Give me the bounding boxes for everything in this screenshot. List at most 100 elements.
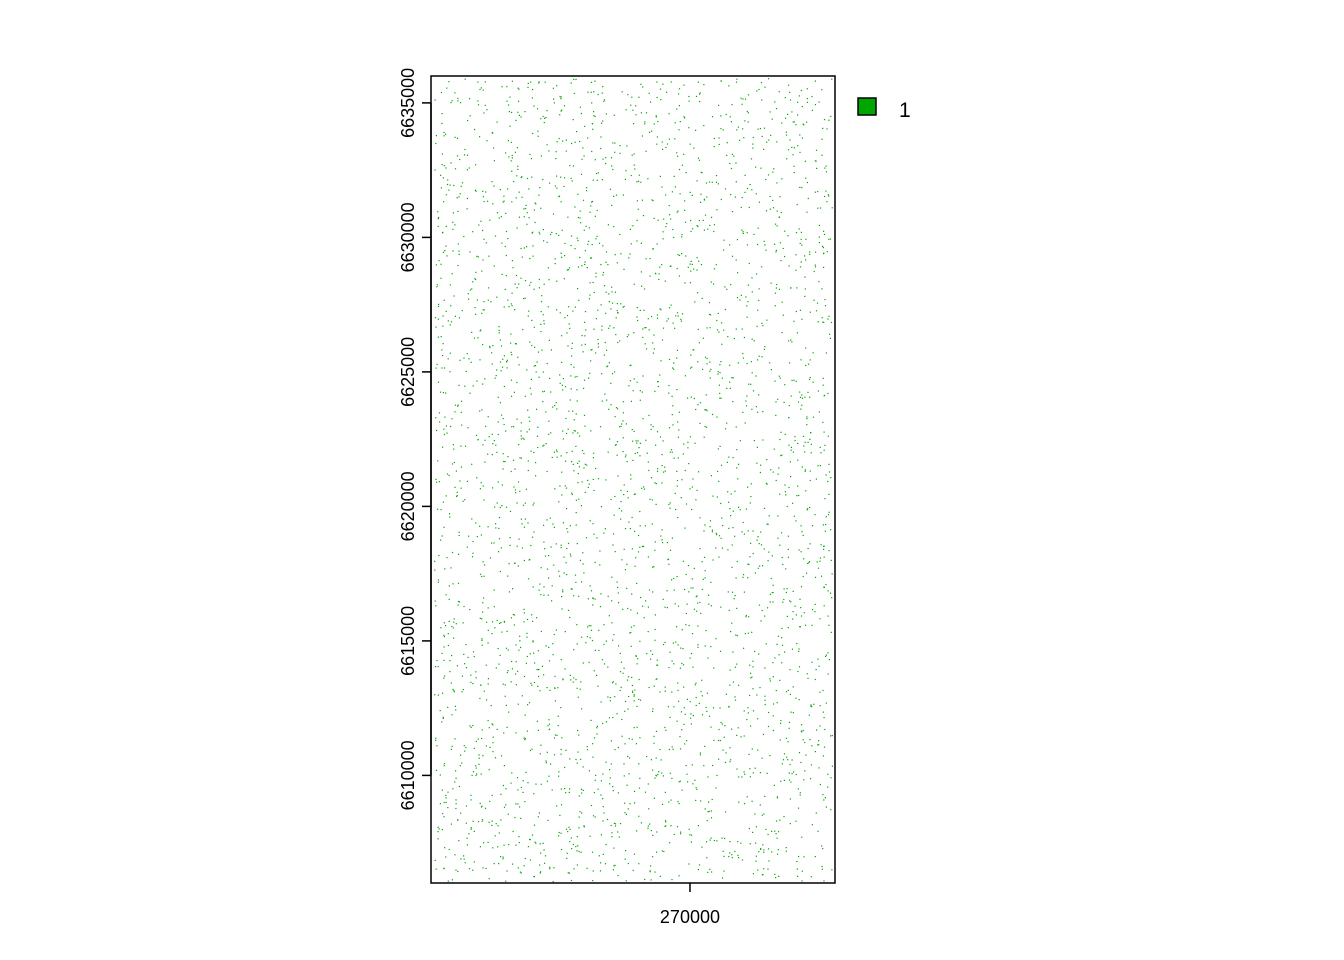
raster-cell — [453, 295, 455, 297]
raster-cell — [555, 629, 557, 631]
raster-cell — [577, 482, 579, 484]
raster-cell — [455, 770, 457, 772]
raster-cell — [644, 327, 646, 329]
raster-cell — [603, 354, 605, 356]
raster-cell — [517, 168, 519, 170]
raster-cell — [560, 201, 562, 203]
raster-cell — [602, 274, 604, 276]
raster-cell — [801, 836, 803, 838]
raster-cell — [511, 260, 513, 262]
raster-cell — [635, 440, 637, 442]
raster-cell — [548, 150, 550, 152]
raster-cell — [827, 590, 829, 592]
raster-cell — [517, 111, 519, 113]
raster-cell — [503, 355, 505, 357]
raster-cell — [553, 737, 556, 739]
raster-cell — [469, 609, 471, 611]
raster-cell — [691, 764, 693, 766]
raster-cell — [756, 243, 759, 246]
raster-cell — [576, 131, 578, 133]
raster-cell — [677, 436, 679, 438]
raster-cell — [510, 160, 512, 162]
raster-cell — [661, 803, 664, 805]
raster-cell — [704, 409, 706, 411]
raster-cell — [515, 732, 517, 734]
raster-cell — [698, 159, 701, 161]
raster-cell — [506, 630, 508, 632]
raster-cell — [796, 287, 798, 289]
raster-cell — [436, 745, 438, 747]
raster-cell — [580, 681, 582, 683]
raster-cell — [680, 318, 682, 320]
raster-cell — [458, 600, 460, 603]
raster-cell — [584, 250, 586, 252]
raster-cell — [533, 105, 535, 107]
raster-cell — [538, 589, 540, 591]
raster-cell — [562, 522, 564, 524]
raster-cell — [709, 520, 712, 522]
raster-cell — [758, 288, 760, 290]
raster-cell — [523, 612, 525, 614]
raster-cell — [442, 501, 444, 503]
raster-cell — [476, 536, 478, 538]
raster-cell — [709, 526, 711, 528]
raster-cell — [736, 239, 738, 241]
raster-cell — [655, 730, 658, 732]
raster-cell — [523, 559, 525, 562]
raster-cell — [569, 758, 571, 760]
raster-cell — [474, 278, 476, 280]
raster-cell — [817, 830, 819, 832]
raster-cell — [684, 713, 686, 715]
raster-cell — [727, 549, 729, 551]
raster-cell — [702, 368, 704, 370]
raster-cell — [514, 468, 516, 470]
raster-cell — [599, 564, 601, 566]
raster-cell — [776, 796, 778, 798]
raster-cell — [729, 387, 731, 389]
raster-cell — [705, 630, 707, 632]
raster-cell — [608, 327, 610, 329]
raster-cell — [653, 217, 655, 219]
raster-cell — [800, 231, 802, 233]
raster-cell — [657, 385, 659, 388]
raster-cell — [506, 671, 508, 674]
raster-cell — [819, 725, 821, 727]
raster-cell — [501, 484, 503, 486]
raster-cell — [571, 492, 573, 494]
raster-cell — [754, 767, 756, 769]
raster-cell — [757, 309, 759, 311]
raster-cell — [671, 879, 673, 881]
raster-cell — [786, 756, 788, 758]
raster-cell — [706, 820, 708, 822]
raster-cell — [815, 812, 817, 814]
raster-cell — [581, 450, 584, 452]
raster-cell — [575, 524, 577, 526]
raster-cell — [697, 225, 699, 228]
raster-cell — [659, 748, 661, 751]
raster-cell — [461, 691, 463, 693]
raster-cell — [636, 663, 638, 665]
raster-cell — [464, 750, 466, 752]
raster-cell — [434, 99, 436, 101]
raster-cell — [802, 534, 804, 536]
raster-cell — [551, 789, 553, 791]
raster-cell — [587, 479, 589, 481]
raster-cell — [566, 432, 568, 435]
raster-cell — [507, 188, 509, 190]
raster-cell — [775, 833, 777, 835]
raster-cell — [612, 869, 614, 871]
raster-cell — [487, 629, 489, 631]
raster-cell — [606, 399, 608, 401]
raster-cell — [661, 339, 664, 341]
raster-cell — [807, 391, 809, 393]
raster-cell — [652, 426, 654, 428]
x-tick-label: 270000 — [660, 907, 720, 927]
raster-cell — [737, 727, 739, 729]
raster-cell — [698, 471, 700, 473]
raster-cell — [479, 573, 482, 575]
raster-cell — [755, 406, 757, 408]
raster-cell — [446, 473, 449, 475]
raster-cell — [800, 525, 802, 527]
raster-cell — [506, 870, 508, 872]
raster-cell — [708, 594, 710, 596]
